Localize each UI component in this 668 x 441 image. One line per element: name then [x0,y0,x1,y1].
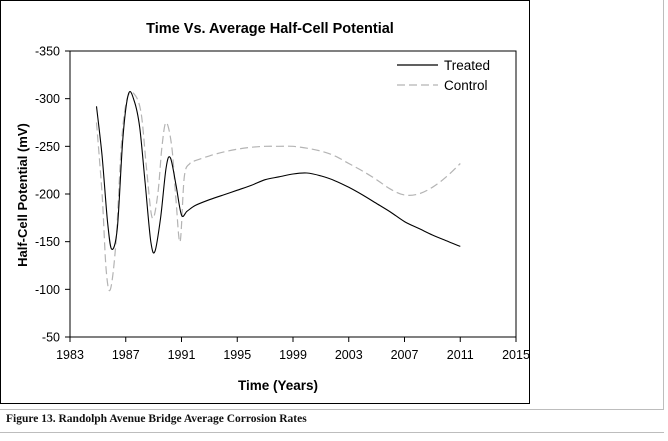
frame-rule [663,0,664,410]
x-tick-label: 1983 [56,348,84,362]
y-tick-label: -150 [35,235,60,249]
x-tick-label: 2007 [391,348,419,362]
y-axis-label: Half-Cell Potential (mV) [15,123,30,267]
legend: Treated Control [397,58,490,93]
legend-label-treated: Treated [444,58,490,73]
x-axis: 1983 1987 1991 1995 1999 2003 2007 2011 2015 [56,337,530,362]
series-line-treated [95,91,461,254]
y-tick-label: -300 [35,92,60,106]
bottom-divider [0,432,664,433]
figure-caption: Figure 13. Randolph Avenue Bridge Averag… [6,413,307,425]
y-tick-label: -350 [35,45,60,59]
y-tick-label: -50 [42,331,60,345]
y-tick-label: -100 [35,283,60,297]
series-layer [95,91,461,292]
chart-frame: Time Vs. Average Half-Cell Potential Hal… [0,0,530,404]
legend-label-control: Control [444,78,488,93]
caption-divider [0,409,664,410]
chart: Time Vs. Average Half-Cell Potential Hal… [15,21,530,393]
x-tick-label: 1999 [279,348,307,362]
x-tick-label: 2015 [502,348,530,362]
x-tick-label: 1995 [223,348,251,362]
series-line-control [95,91,461,292]
x-axis-label: Time (Years) [238,378,318,393]
plot-area [69,50,517,338]
y-tick-label: -250 [35,140,60,154]
x-tick-label: 2011 [447,348,474,362]
y-axis: -350 -300 -250 -200 -150 -100 -50 [35,45,70,345]
x-tick-label: 1991 [168,348,196,362]
x-tick-label: 2003 [335,348,363,362]
y-tick-label: -200 [35,188,60,202]
chart-title: Time Vs. Average Half-Cell Potential [146,21,394,37]
x-tick-label: 1987 [112,348,140,362]
